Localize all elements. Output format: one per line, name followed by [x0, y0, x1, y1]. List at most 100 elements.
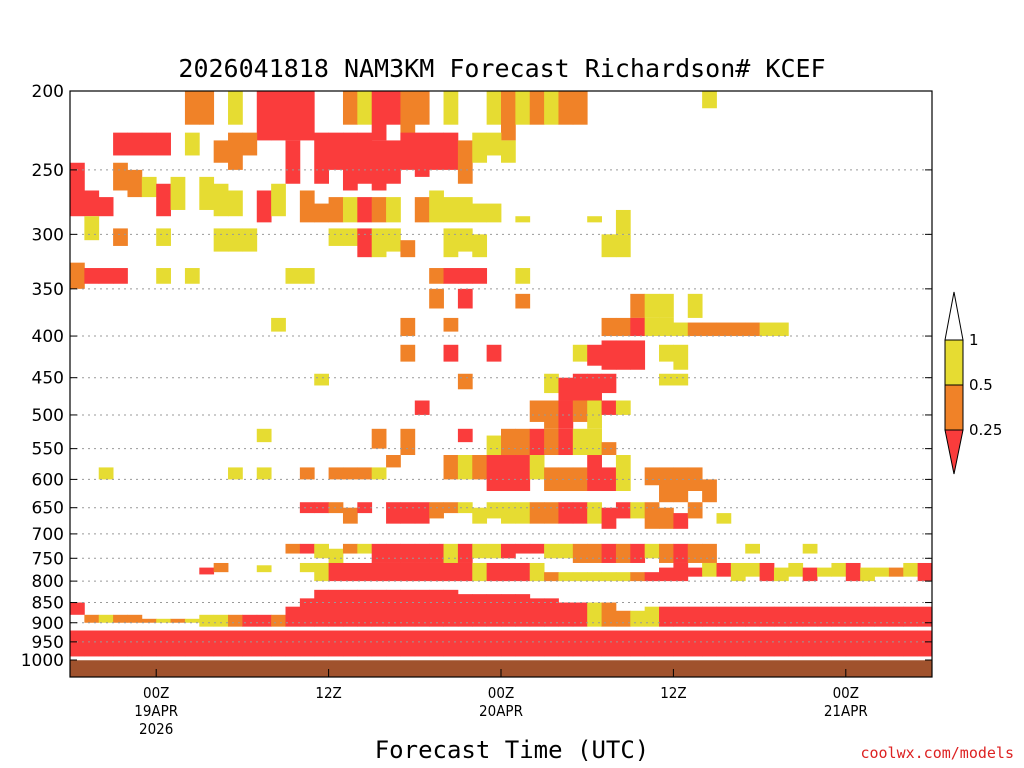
data-cell: [256, 190, 272, 223]
data-cell: [113, 630, 128, 657]
data-cell: [271, 183, 286, 217]
data-cell: [457, 428, 473, 443]
data-cell: [644, 467, 660, 486]
data-cell: [515, 630, 531, 657]
data-cell: [702, 322, 717, 337]
data-cell: [759, 562, 775, 582]
data-cell: [529, 455, 545, 480]
data-cell: [615, 340, 631, 370]
data-cell: [472, 203, 488, 223]
data-cell: [630, 630, 646, 657]
y-tick-label: 800: [32, 572, 64, 592]
data-cell: [615, 234, 631, 258]
data-cell: [903, 630, 919, 657]
y-tick-label: 500: [32, 406, 64, 426]
data-cell: [558, 400, 574, 429]
data-cell: [357, 630, 373, 657]
data-cell: [342, 467, 358, 480]
data-cell: [673, 562, 689, 582]
data-cell: [802, 630, 818, 657]
data-cell: [817, 630, 832, 657]
data-cell: [314, 589, 329, 627]
data-cell: [903, 606, 919, 627]
data-cell: [357, 543, 373, 554]
data-cell: [529, 543, 545, 554]
data-cell: [802, 606, 818, 627]
data-cell: [630, 293, 646, 318]
data-cell: [127, 169, 143, 198]
data-cell: [759, 630, 775, 657]
data-cell: [572, 344, 588, 362]
data-cell: [98, 268, 114, 284]
data-cell: [113, 268, 128, 284]
data-cell: [386, 543, 401, 563]
data-cells: [70, 91, 933, 657]
data-cell: [659, 543, 674, 563]
data-cell: [572, 373, 588, 401]
data-cell: [874, 630, 890, 657]
data-cell: [400, 502, 416, 524]
legend-label: 0.5: [969, 376, 993, 394]
data-cell: [199, 91, 215, 125]
data-cell: [386, 140, 401, 184]
data-cell: [486, 203, 502, 223]
data-cell: [414, 400, 430, 415]
data-cell: [84, 268, 100, 284]
data-cell: [687, 567, 703, 577]
x-tick-label: 00Z: [833, 684, 859, 702]
data-cell: [587, 602, 602, 627]
y-tick-label: 950: [32, 633, 64, 653]
data-cell: [98, 614, 114, 623]
y-axis-ticks: 200 250 300 350 400 450 500 550 600 650 700 750 8008…: [21, 82, 932, 671]
data-cell: [98, 630, 114, 657]
data-cell: [357, 228, 373, 258]
data-cell: [572, 428, 588, 456]
data-cell: [228, 467, 243, 480]
data-cell: [644, 502, 660, 529]
data-cell: [845, 606, 861, 627]
data-cell: [314, 630, 329, 657]
x-tick-label: 21APR: [824, 702, 868, 720]
data-cell: [271, 630, 286, 657]
data-cell: [601, 400, 617, 415]
data-cell: [386, 630, 401, 657]
data-cell: [659, 630, 674, 657]
data-cell: [342, 630, 358, 657]
data-cell: [342, 91, 358, 125]
data-cell: [386, 197, 401, 223]
data-cell: [328, 562, 344, 582]
data-cell: [457, 268, 473, 284]
data-cell: [400, 589, 416, 627]
data-cell: [630, 572, 646, 582]
data-cell: [572, 543, 588, 563]
data-cell: [773, 606, 789, 627]
data-cell: [184, 630, 200, 657]
data-cell: [400, 317, 416, 337]
data-cell: [659, 606, 674, 627]
data-cell: [659, 507, 674, 529]
data-cell: [414, 91, 430, 125]
data-cell: [644, 317, 660, 337]
data-cell: [874, 606, 890, 627]
data-cell: [242, 228, 258, 252]
data-cell: [285, 543, 301, 554]
data-cell: [472, 594, 488, 627]
data-cell: [84, 216, 100, 241]
data-cell: [917, 606, 933, 627]
data-cell: [371, 543, 387, 563]
y-tick-label: 650: [32, 499, 64, 519]
data-cell: [400, 630, 416, 657]
x-tick-label: 19APR: [134, 702, 178, 720]
data-cell: [400, 91, 416, 141]
data-cell: [156, 630, 171, 657]
data-cell: [673, 344, 689, 370]
data-cell: [673, 513, 689, 529]
data-cell: [199, 630, 215, 657]
data-cell: [745, 543, 760, 554]
data-cell: [141, 618, 157, 623]
data-cell: [515, 502, 531, 524]
data-cell: [572, 630, 588, 657]
y-tick-label: 850: [32, 594, 64, 614]
data-cell: [213, 228, 229, 252]
data-cell: [127, 614, 143, 623]
